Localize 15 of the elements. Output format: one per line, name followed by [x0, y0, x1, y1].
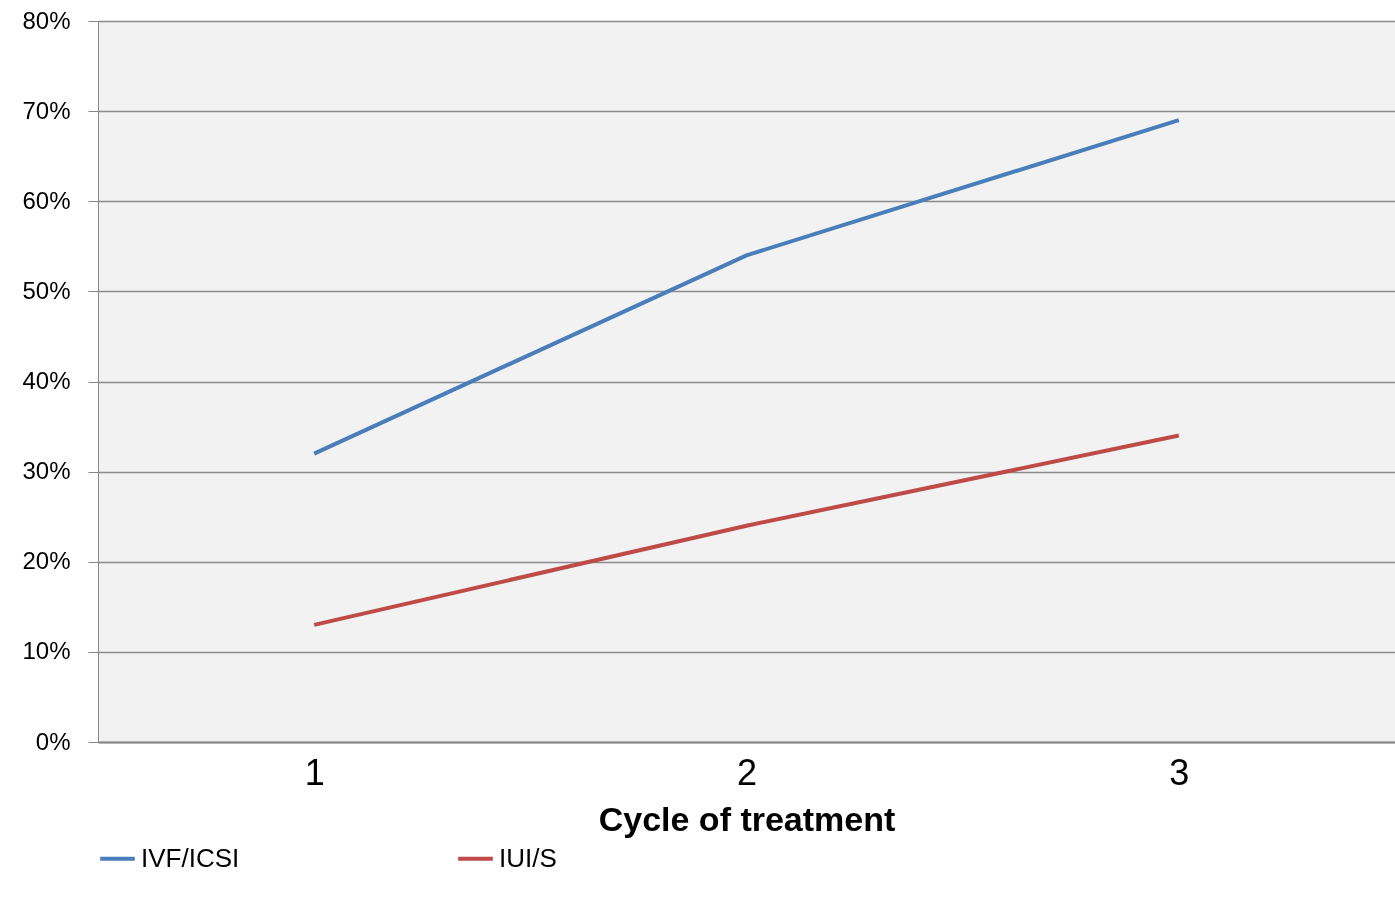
y-tick-label: 40% [22, 367, 71, 394]
y-tick-label: 70% [22, 96, 71, 124]
y-tick-label: 60% [22, 186, 71, 214]
x-axis-title: Cycle of treatment [598, 799, 896, 838]
x-tick-label: 3 [1169, 751, 1190, 793]
y-tick-label: 20% [22, 547, 71, 575]
y-tick-label: 0% [35, 727, 71, 755]
y-tick-label: 80% [22, 6, 71, 34]
y-tick-label: 50% [22, 276, 71, 304]
legend-label: IVF/ICSI [141, 842, 240, 873]
legend-label: IUI/S [499, 842, 557, 873]
x-tick-label: 1 [304, 751, 325, 793]
x-tick-label: 2 [736, 751, 758, 793]
y-tick-label: 10% [22, 637, 71, 665]
y-tick-label: 30% [22, 457, 71, 485]
